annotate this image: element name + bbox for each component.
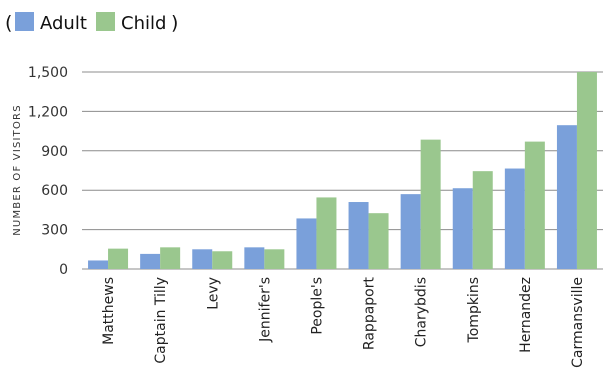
y-tick-label: 0 [59, 262, 68, 278]
bar-adult-hernandez [504, 168, 525, 269]
bar-adult-people-s [296, 218, 317, 269]
y-tick-label: 1,500 [28, 65, 68, 81]
legend-swatch-child [96, 12, 115, 31]
legend-label-adult: Adult [40, 13, 87, 34]
x-category-label: Tompkins [466, 277, 482, 343]
bar-adult-captain-tilly [140, 253, 161, 269]
legend-swatch-adult [15, 12, 34, 31]
bar-child-rappaport [368, 213, 389, 269]
legend-open-paren: ( [5, 12, 12, 34]
bar-child-hernandez [524, 141, 545, 269]
legend: ( Adult Child ) [5, 12, 178, 34]
bar-adult-matthews [88, 260, 109, 269]
x-category-label: Rappaport [362, 277, 378, 351]
x-category-label: Captain Tilly [153, 277, 169, 364]
y-tick-label: 600 [41, 183, 68, 199]
x-category-label: People's [309, 277, 325, 335]
bar-child-jennifer-s [264, 249, 285, 269]
bar-adult-carmansville [556, 125, 577, 269]
bar-child-levy [212, 251, 233, 269]
y-tick-label: 900 [41, 144, 68, 160]
legend-close-paren: ) [171, 12, 178, 34]
x-category-label: Levy [205, 277, 221, 310]
legend-label-child: Child [121, 13, 166, 34]
x-category-label: Matthews [101, 277, 117, 345]
bars [88, 72, 597, 269]
bar-child-matthews [108, 248, 129, 269]
bar-adult-rappaport [348, 202, 369, 269]
y-axis-tick-labels: 0 300 600 900 1,200 1,500 [28, 65, 68, 278]
x-category-label: Carmansville [570, 277, 586, 368]
y-tick-label: 1,200 [28, 104, 68, 120]
bar-child-people-s [316, 197, 337, 269]
bar-adult-jennifer-s [244, 247, 265, 269]
x-category-label: Charybdis [414, 277, 430, 347]
bar-child-charybdis [420, 139, 441, 269]
y-tick-label: 300 [41, 223, 68, 239]
bar-adult-charybdis [400, 194, 421, 269]
bar-adult-levy [192, 249, 213, 269]
bar-child-tompkins [472, 171, 493, 269]
bar-child-carmansville [576, 72, 597, 269]
x-axis-category-labels: Matthews Captain Tilly Levy Jennifer's Peopl… [101, 277, 586, 368]
bar-child-captain-tilly [160, 247, 181, 269]
y-axis-title: NUMBER OF VISITORS [12, 104, 23, 236]
bar-adult-tompkins [452, 188, 473, 269]
x-category-label: Jennifer's [257, 277, 273, 343]
x-category-label: Hernandez [518, 277, 534, 353]
